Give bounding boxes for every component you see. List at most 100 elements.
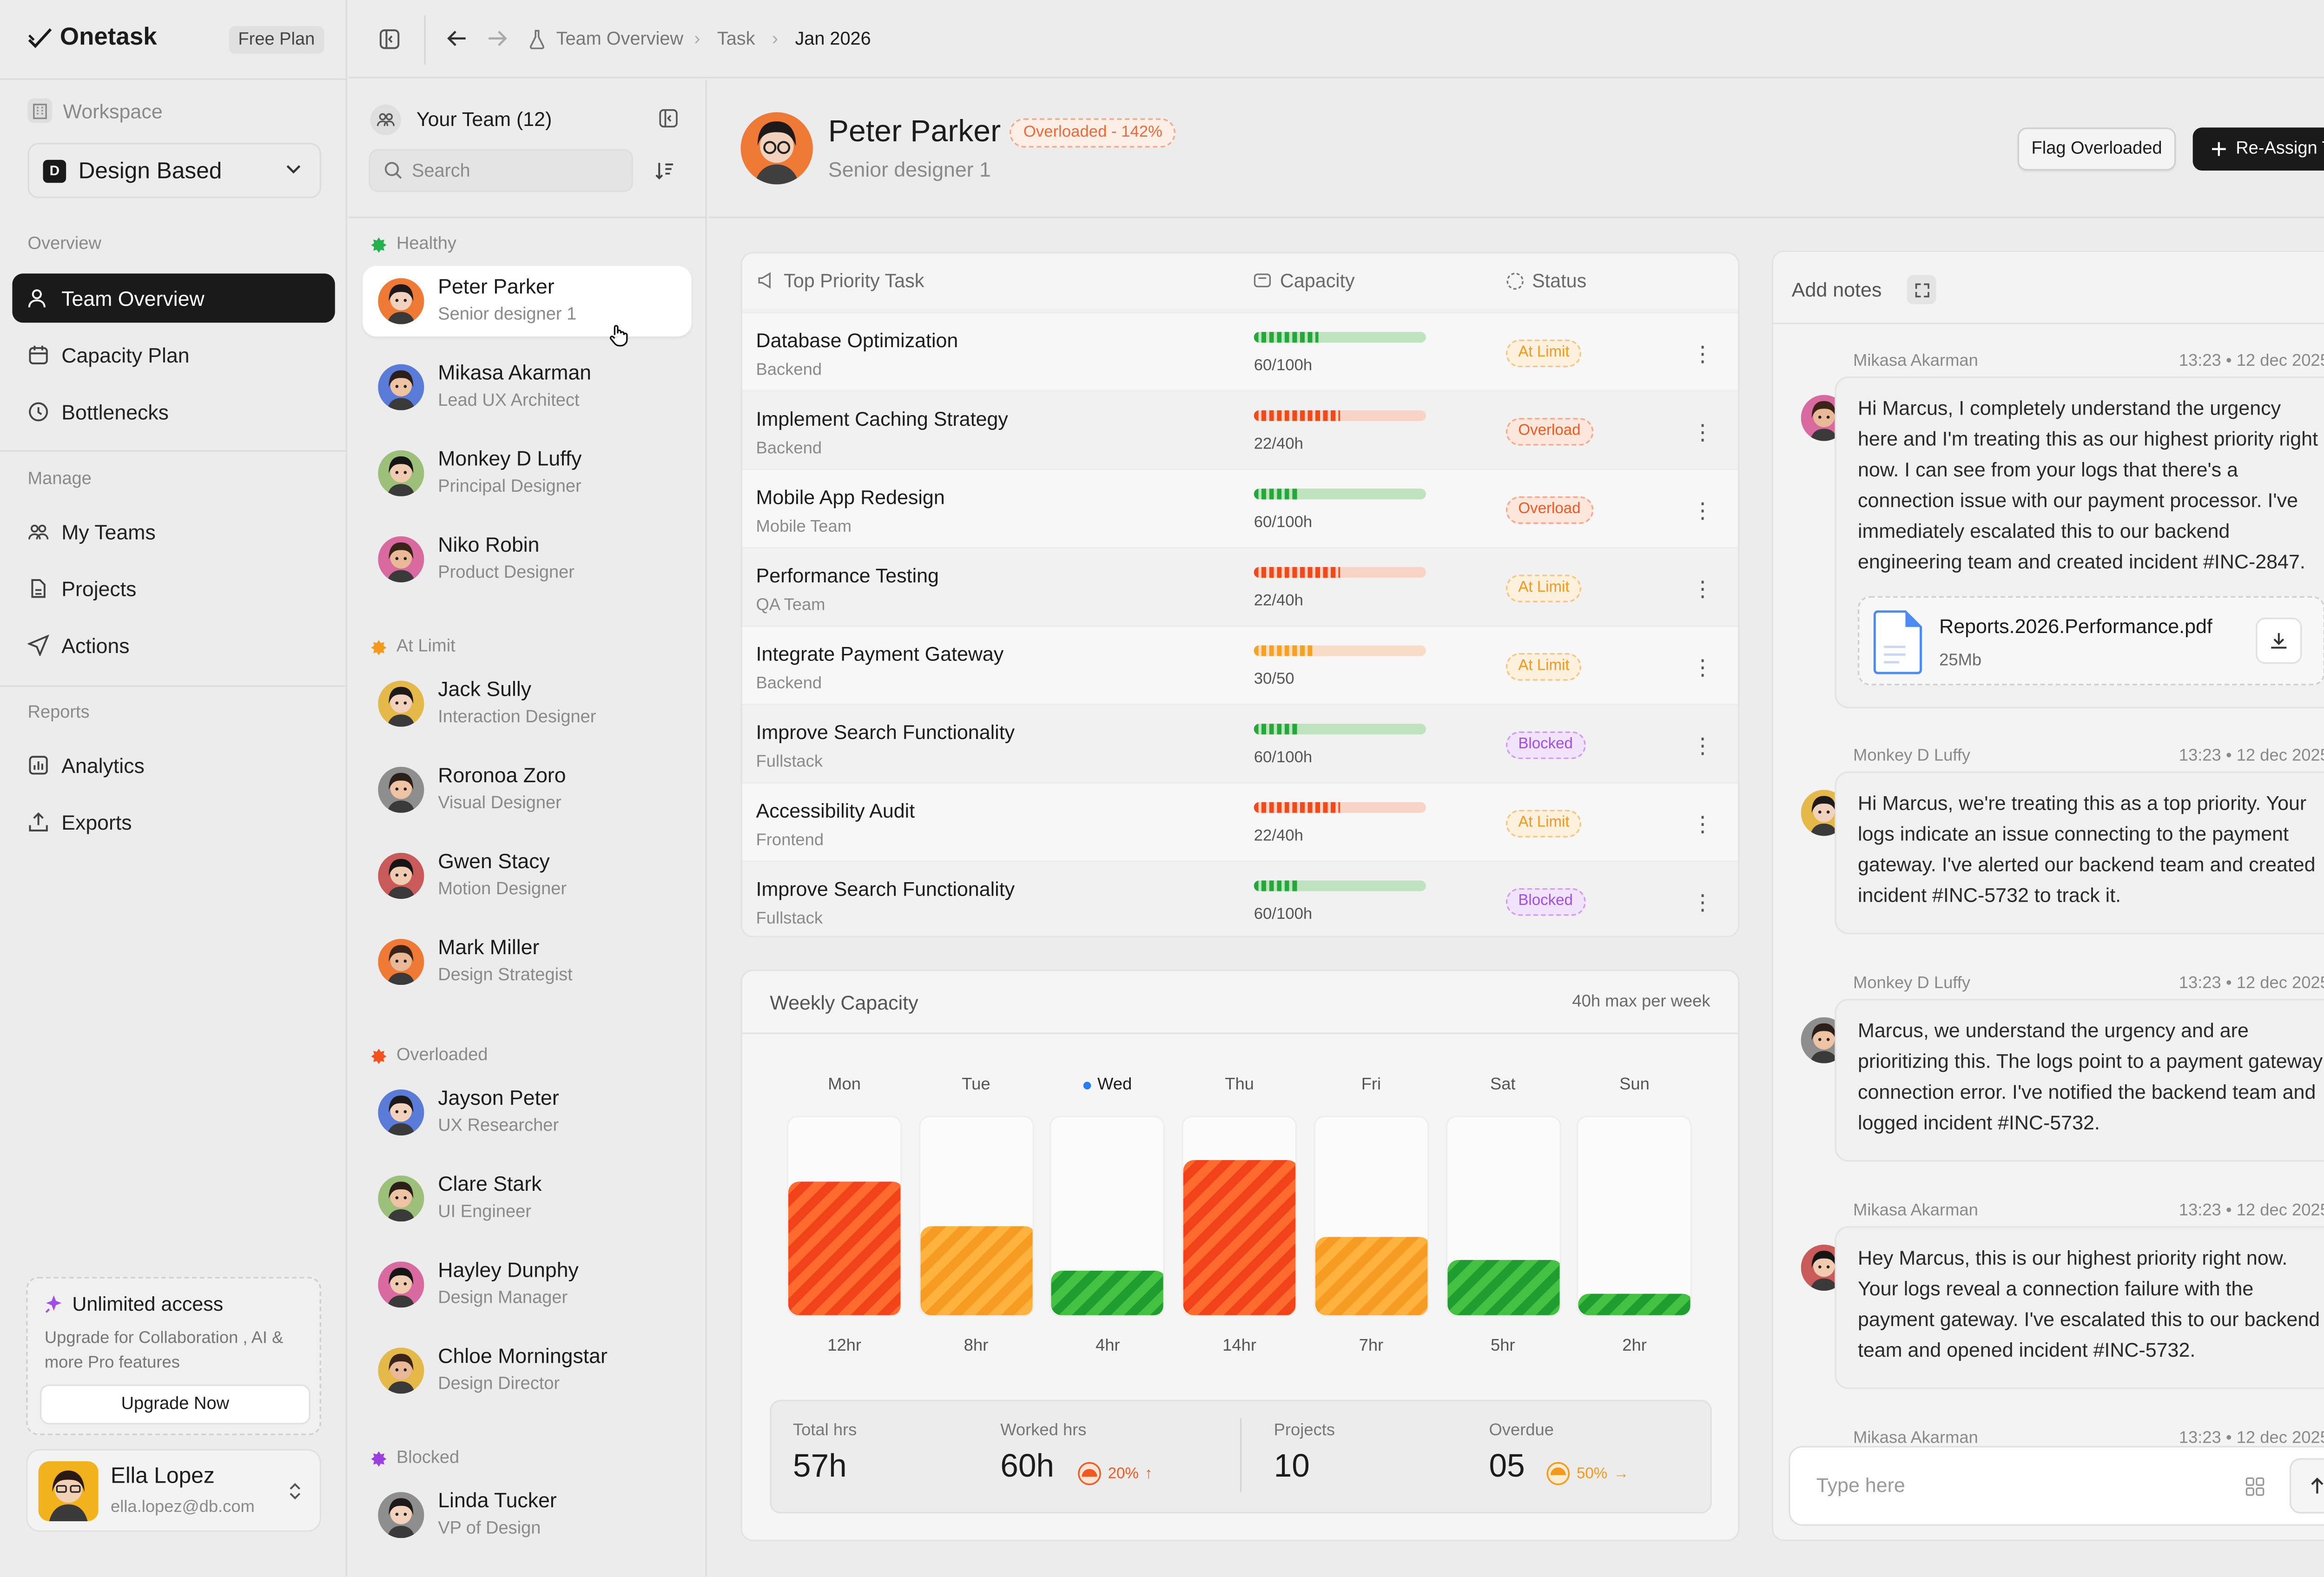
nav-bottlenecks[interactable]: Bottlenecks bbox=[12, 387, 335, 436]
nav-my-teams[interactable]: My Teams bbox=[12, 507, 335, 556]
workspace-label-row: Workspace bbox=[27, 98, 163, 123]
reports-section-label: Reports bbox=[27, 704, 90, 722]
more-vertical-icon[interactable]: ⋮ bbox=[1691, 732, 1714, 758]
attachment-name: Reports.2026.Performance.pdf bbox=[1939, 614, 2212, 638]
more-vertical-icon[interactable]: ⋮ bbox=[1691, 576, 1714, 601]
task-row[interactable]: Improve Search Functionality Fullstack 6… bbox=[742, 860, 1738, 936]
nav-analytics[interactable]: Analytics bbox=[12, 740, 335, 790]
gauge-icon bbox=[1078, 1462, 1101, 1485]
more-vertical-icon[interactable]: ⋮ bbox=[1691, 341, 1714, 366]
file-icon bbox=[31, 579, 46, 598]
more-vertical-icon[interactable]: ⋮ bbox=[1691, 890, 1714, 915]
workspace-label: Workspace bbox=[63, 99, 163, 122]
team-member-item[interactable]: Mikasa Akarman Lead UX Architect bbox=[363, 352, 691, 422]
expand-button[interactable] bbox=[1907, 275, 1936, 304]
team-member-item[interactable]: Linda Tucker VP of Design bbox=[363, 1480, 691, 1551]
task-row[interactable]: Accessibility Audit Frontend 22/40h At L… bbox=[742, 782, 1738, 861]
member-name: Gwen Stacy bbox=[438, 850, 550, 873]
capacity-bar bbox=[1254, 724, 1426, 735]
reassign-task-button[interactable]: Re-Assign Task bbox=[2192, 127, 2324, 171]
capacity-track bbox=[786, 1115, 902, 1317]
team-member-item[interactable]: Niko Robin Product Designer bbox=[363, 524, 691, 594]
capacity-value: 60/100h bbox=[1254, 748, 1313, 767]
grid-icon[interactable] bbox=[2245, 1477, 2265, 1497]
workspace-logo-icon: D bbox=[43, 159, 66, 182]
send-icon bbox=[27, 634, 49, 656]
team-member-item[interactable]: Chloe Morningstar Design Director bbox=[363, 1335, 691, 1406]
team-member-item[interactable]: Mark Miller Design Strategist bbox=[363, 927, 691, 997]
more-vertical-icon[interactable]: ⋮ bbox=[1691, 498, 1714, 523]
user-email: ella.lopez@db.com bbox=[111, 1498, 255, 1517]
note-author: Monkey D Luffy bbox=[1853, 974, 1971, 993]
send-note-button[interactable] bbox=[2289, 1458, 2324, 1514]
team-member-item[interactable]: Roronoa Zoro Visual Designer bbox=[363, 754, 691, 825]
team-member-item[interactable]: Gwen Stacy Motion Designer bbox=[363, 840, 691, 911]
flag-overloaded-button[interactable]: Flag Overloaded bbox=[2017, 127, 2176, 171]
member-role: UI Engineer bbox=[438, 1203, 531, 1222]
breadcrumb-team-overview[interactable]: Team Overview bbox=[556, 27, 684, 49]
team-member-item[interactable]: Jack Sully Interaction Designer bbox=[363, 668, 691, 739]
stat-projects-label: Projects bbox=[1274, 1421, 1335, 1440]
task-name: Improve Search Functionality bbox=[756, 877, 1015, 901]
users-icon bbox=[28, 289, 46, 308]
capacity-bar bbox=[1254, 488, 1426, 500]
sort-icon bbox=[654, 163, 673, 180]
more-vertical-icon[interactable]: ⋮ bbox=[1691, 654, 1714, 680]
team-member-item[interactable]: Jayson Peter UX Researcher bbox=[363, 1077, 691, 1148]
nav-exports[interactable]: Exports bbox=[12, 798, 335, 847]
sort-button[interactable] bbox=[642, 149, 686, 192]
workspace-select[interactable]: D Design Based bbox=[27, 143, 321, 198]
team-member-item[interactable]: Monkey D Luffy Principal Designer bbox=[363, 438, 691, 508]
upgrade-now-button[interactable]: Upgrade Now bbox=[40, 1384, 310, 1425]
task-table-header: Top Priority Task Capacity Status bbox=[742, 253, 1738, 309]
weekday-label: Thu bbox=[1182, 1076, 1297, 1094]
task-row[interactable]: Performance Testing QA Team 22/40h At Li… bbox=[742, 547, 1738, 626]
col-header-status: Status bbox=[1532, 270, 1587, 292]
task-row[interactable]: Implement Caching Strategy Backend 22/40… bbox=[742, 390, 1738, 469]
more-vertical-icon[interactable]: ⋮ bbox=[1691, 811, 1714, 836]
nav-actions[interactable]: Actions bbox=[12, 621, 335, 670]
task-row[interactable]: Improve Search Functionality Fullstack 6… bbox=[742, 704, 1738, 782]
worked-delta-value: 20% bbox=[1108, 1465, 1139, 1482]
member-role: Visual Designer bbox=[438, 794, 561, 813]
nav-projects[interactable]: Projects bbox=[12, 564, 335, 613]
team-member-item[interactable]: Hayley Dunphy Design Manager bbox=[363, 1249, 691, 1320]
note-author: Mikasa Akarman bbox=[1853, 1429, 1978, 1448]
task-team: Backend bbox=[756, 439, 822, 458]
app-logo[interactable]: Onetask bbox=[28, 25, 157, 53]
capacity-bar-fill bbox=[1254, 410, 1340, 421]
user-name: Ella Lopez bbox=[111, 1464, 215, 1489]
team-member-item[interactable]: Peter Parker Senior designer 1 bbox=[363, 265, 692, 347]
capacity-fill bbox=[1051, 1271, 1164, 1315]
note-input[interactable]: Type here bbox=[1816, 1473, 1905, 1497]
download-button[interactable] bbox=[2256, 618, 2302, 664]
sidebar-toggle-icon[interactable] bbox=[379, 29, 400, 49]
back-arrow-icon[interactable] bbox=[447, 29, 467, 48]
weekday-column: Thu 14hr bbox=[1182, 1076, 1297, 1367]
nav-capacity-plan[interactable]: Capacity Plan bbox=[12, 330, 335, 380]
breadcrumb-task[interactable]: Task bbox=[717, 27, 755, 49]
nav-label: My Teams bbox=[61, 520, 156, 543]
team-search-input[interactable]: Search bbox=[369, 149, 634, 192]
hand-cursor-icon bbox=[609, 325, 628, 347]
task-team: Fullstack bbox=[756, 910, 823, 928]
user-card[interactable]: Ella Lopez ella.lopez@db.com bbox=[26, 1449, 321, 1532]
forward-arrow-icon[interactable] bbox=[487, 29, 507, 48]
task-row[interactable]: Integrate Payment Gateway Backend 30/50 … bbox=[742, 625, 1738, 704]
collapse-panel-icon[interactable] bbox=[659, 109, 678, 128]
note-meta: Mikasa Akarman 13:23 • 12 dec 2025 bbox=[1853, 1201, 2324, 1220]
note-author: Monkey D Luffy bbox=[1853, 746, 1971, 765]
note-card: Marcus, we understand the urgency and ar… bbox=[1835, 998, 2324, 1162]
task-team: Mobile Team bbox=[756, 518, 852, 536]
more-vertical-icon[interactable]: ⋮ bbox=[1691, 419, 1714, 444]
member-role: UX Researcher bbox=[438, 1117, 559, 1136]
note-card: Hi Marcus, we're treating this as a top … bbox=[1835, 771, 2324, 935]
member-avatar bbox=[378, 1089, 424, 1136]
nav-team-overview[interactable]: Team Overview bbox=[12, 273, 335, 323]
team-member-item[interactable]: Clare Stark UI Engineer bbox=[363, 1163, 691, 1234]
status-dot-icon bbox=[371, 1048, 387, 1063]
task-row[interactable]: Database Optimization Backend 60/100h At… bbox=[742, 312, 1738, 390]
attachment[interactable]: Reports.2026.Performance.pdf 25Mb bbox=[1857, 596, 2324, 686]
task-row[interactable]: Mobile App Redesign Mobile Team 60/100h … bbox=[742, 468, 1738, 547]
weekday-column: Tue 8hr bbox=[918, 1076, 1034, 1367]
